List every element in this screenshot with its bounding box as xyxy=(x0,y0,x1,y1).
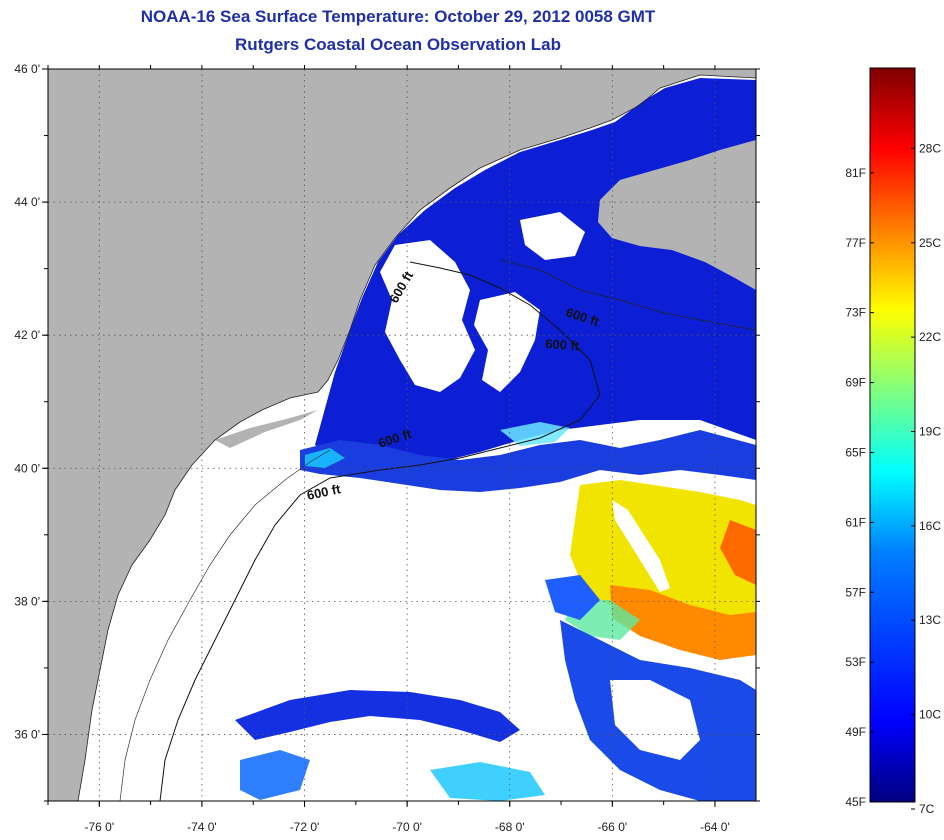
colorbar-label-fahrenheit: 49F xyxy=(845,725,866,739)
south-cloud-in-east xyxy=(610,680,700,760)
map-plot-area xyxy=(48,69,756,801)
nova-scotia-land xyxy=(598,140,756,290)
map-title: NOAA-16 Sea Surface Temperature: October… xyxy=(140,7,656,26)
gulf-stream-orange-east xyxy=(720,520,756,585)
cloud-patch-gulf xyxy=(380,240,475,392)
x-tick-label-2: -72 0' xyxy=(290,820,320,834)
map-subtitle: Rutgers Coastal Ocean Observation Lab xyxy=(235,35,561,54)
colorbar-label-fahrenheit: 73F xyxy=(845,306,866,320)
x-tick-label-4: -68 0' xyxy=(495,820,525,834)
south-west-patch xyxy=(240,750,310,800)
land-mass xyxy=(48,69,756,801)
y-tick-label-1: 44 0' xyxy=(14,195,40,209)
x-tick-label-1: -74 0' xyxy=(187,820,217,834)
y-tick-label-3: 40 0' xyxy=(14,461,40,475)
colorbar-label-fahrenheit: 45F xyxy=(845,795,866,809)
colorbar-label-fahrenheit: 77F xyxy=(845,236,866,250)
x-tick-label-6: -64 0' xyxy=(700,820,730,834)
longitude-axis: -76 0' -74 0' -72 0' -70 0' -68 0' -66 0' -64 … xyxy=(47,65,730,834)
coastline xyxy=(77,74,756,801)
south-patch-cyan xyxy=(430,762,545,801)
latitude-axis: 46 0' 44 0' 42 0' 40 0' 38 0' 36 0' xyxy=(14,62,760,802)
isobath-600ft xyxy=(159,261,601,801)
colorbar-label-fahrenheit: 57F xyxy=(845,585,866,599)
colorbar-label-celsius: 16C xyxy=(919,519,941,533)
isobath-northeast xyxy=(499,259,756,331)
isobath-inner xyxy=(119,449,331,801)
colorbar-label-fahrenheit: 81F xyxy=(845,166,866,180)
long-island-land xyxy=(215,410,318,448)
colorbar-label-celsius: 22C xyxy=(919,330,941,344)
cloud-patch-east xyxy=(474,292,540,392)
y-tick-label-0: 46 0' xyxy=(14,62,40,76)
colorbar-ticks: 45F 49F 53F 57F 61F 65F 69F 73F 77F 81F 7C 10C 13C 16… xyxy=(845,141,941,816)
colorbar-label-celsius: 13C xyxy=(919,613,941,627)
shelf-water xyxy=(300,430,756,492)
x-tick-label-5: -66 0' xyxy=(598,820,628,834)
warm-eddy-blue xyxy=(545,575,600,620)
map-frame xyxy=(47,68,757,802)
y-tick-label-2: 42 0' xyxy=(14,328,40,342)
cloud-patch-north xyxy=(520,212,585,260)
contour-label-5: 600 ft xyxy=(306,481,343,503)
colorbar-label-celsius: 19C xyxy=(919,425,941,439)
gulf-stream-orange xyxy=(610,585,756,660)
x-tick-label-3: -70 0' xyxy=(392,820,422,834)
y-tick-label-4: 38 0' xyxy=(14,594,40,608)
y-tick-label-5: 36 0' xyxy=(14,727,40,741)
temperature-colorbar xyxy=(869,67,916,803)
colorbar-label-celsius: 25C xyxy=(919,236,941,250)
south-water-patch xyxy=(235,690,520,742)
cloud-strip-stream xyxy=(612,500,670,592)
colorbar-label-fahrenheit: 61F xyxy=(845,515,866,529)
shelf-front xyxy=(305,448,345,468)
colorbar-label-fahrenheit: 53F xyxy=(845,655,866,669)
colorbar-label-fahrenheit: 65F xyxy=(845,445,866,459)
colorbar-label-celsius: 28C xyxy=(919,141,941,155)
colorbar-label-fahrenheit: 69F xyxy=(845,376,866,390)
colorbar-label-celsius: 10C xyxy=(919,708,941,722)
contour-label-3: 600 ft xyxy=(545,336,581,353)
shelf-front-east xyxy=(500,422,570,446)
colorbar-label-celsius: 7C xyxy=(919,802,935,816)
x-tick-label-0: -76 0' xyxy=(84,820,114,834)
